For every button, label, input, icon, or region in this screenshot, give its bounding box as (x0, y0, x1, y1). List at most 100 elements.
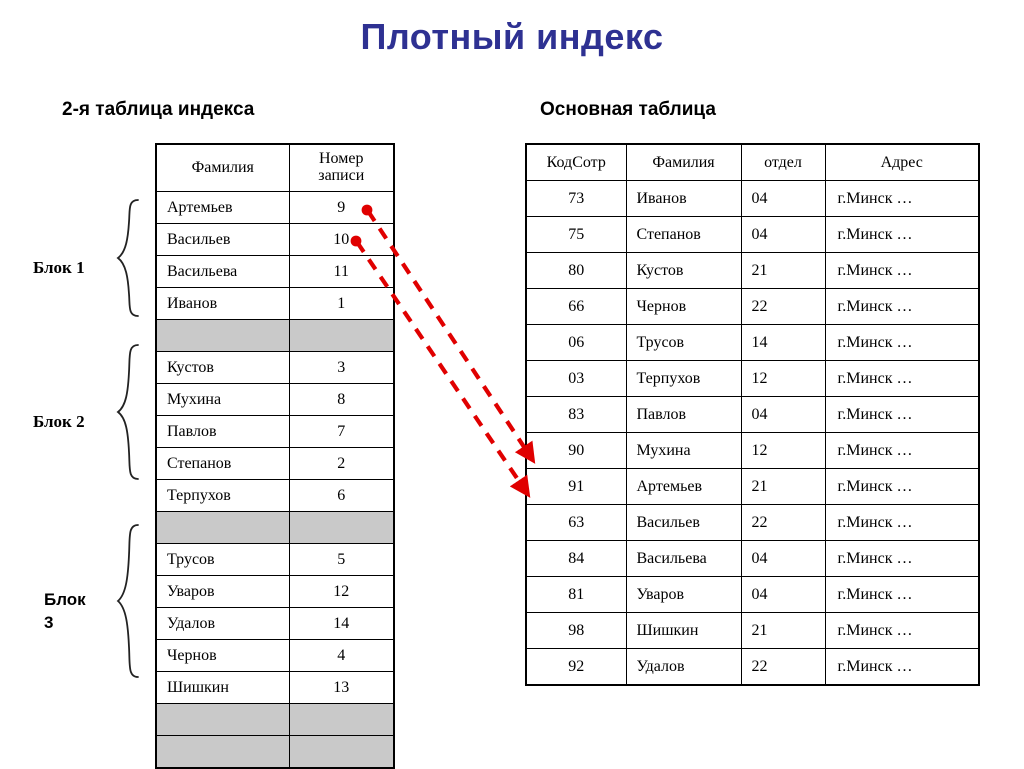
index-empty-cell (288, 319, 395, 352)
main-table-row: 91 Артемьев 21 г.Минск … (525, 468, 980, 505)
main-cell-dept: 04 (740, 180, 826, 217)
block-label-1: Блок 1 (33, 258, 85, 277)
main-cell-code: 73 (525, 180, 627, 217)
main-cell-name: Мухина (625, 432, 742, 469)
index-col-header-number: Номер записи (288, 143, 395, 192)
index-empty-cell (155, 511, 290, 544)
main-cell-dept: 12 (740, 360, 826, 397)
index-cell-name: Шишкин (155, 671, 290, 704)
main-cell-dept: 04 (740, 396, 826, 433)
index-cell-number: 2 (288, 447, 395, 480)
main-cell-address: г.Минск … (824, 252, 980, 289)
index-cell-name: Трусов (155, 543, 290, 576)
main-cell-name: Удалов (625, 648, 742, 686)
main-cell-dept: 22 (740, 288, 826, 325)
index-table-row: Мухина 8 (155, 383, 395, 416)
index-empty-cell (288, 703, 395, 736)
main-cell-code: 03 (525, 360, 627, 397)
index-cell-name: Кустов (155, 351, 290, 384)
main-cell-dept: 04 (740, 540, 826, 577)
index-col-header-name: Фамилия (155, 143, 290, 192)
index-table-row: Васильева 11 (155, 255, 395, 288)
main-cell-address: г.Минск … (824, 576, 980, 613)
block-brace-3 (116, 524, 139, 678)
main-cell-name: Иванов (625, 180, 742, 217)
index-cell-name: Артемьев (155, 191, 290, 224)
index-table-row: Кустов 3 (155, 351, 395, 384)
main-col-header-address: Адрес (824, 143, 980, 181)
main-cell-address: г.Минск … (824, 648, 980, 686)
main-cell-name: Артемьев (625, 468, 742, 505)
main-cell-name: Степанов (625, 216, 742, 253)
main-table-row: 81 Уваров 04 г.Минск … (525, 576, 980, 613)
main-cell-address: г.Минск … (824, 216, 980, 253)
main-table-row: 83 Павлов 04 г.Минск … (525, 396, 980, 433)
index-table-empty-row (155, 319, 395, 352)
main-cell-address: г.Минск … (824, 540, 980, 577)
main-cell-dept: 14 (740, 324, 826, 361)
main-cell-name: Трусов (625, 324, 742, 361)
index-cell-name: Васильева (155, 255, 290, 288)
main-cell-name: Павлов (625, 396, 742, 433)
main-table-header-row: КодСотр Фамилия отдел Адрес (525, 143, 980, 181)
index-cell-number: 13 (288, 671, 395, 704)
index-table-empty-row (155, 703, 395, 736)
index-table-empty-row (155, 735, 395, 769)
index-table-row: Уваров 12 (155, 575, 395, 608)
main-cell-dept: 04 (740, 576, 826, 613)
index-cell-number: 7 (288, 415, 395, 448)
index-table-empty-row (155, 511, 395, 544)
index-table-row: Артемьев 9 (155, 191, 395, 224)
main-table-row: 90 Мухина 12 г.Минск … (525, 432, 980, 469)
main-cell-address: г.Минск … (824, 288, 980, 325)
index-table-row: Степанов 2 (155, 447, 395, 480)
index-table-row: Терпухов 6 (155, 479, 395, 512)
main-cell-dept: 12 (740, 432, 826, 469)
main-cell-name: Шишкин (625, 612, 742, 649)
main-cell-code: 84 (525, 540, 627, 577)
index-cell-name: Степанов (155, 447, 290, 480)
main-cell-name: Терпухов (625, 360, 742, 397)
main-table-body: 73 Иванов 04 г.Минск … 75 Степанов 04 г.Минск …… (525, 180, 980, 686)
main-cell-code: 91 (525, 468, 627, 505)
main-cell-address: г.Минск … (824, 432, 980, 469)
index-cell-name: Удалов (155, 607, 290, 640)
index-table-row: Удалов 14 (155, 607, 395, 640)
index-col-header-number-line1: Номер (319, 150, 364, 168)
main-table-row: 03 Терпухов 12 г.Минск … (525, 360, 980, 397)
main-cell-code: 90 (525, 432, 627, 469)
index-table-row: Иванов 1 (155, 287, 395, 320)
index-table-heading: 2-я таблица индекса (62, 99, 255, 120)
index-cell-number: 6 (288, 479, 395, 512)
main-table-row: 98 Шишкин 21 г.Минск … (525, 612, 980, 649)
page-title: Плотный индекс (360, 16, 664, 57)
index-empty-cell (155, 735, 290, 769)
main-cell-name: Уваров (625, 576, 742, 613)
index-cell-number: 9 (288, 191, 395, 224)
block-label-3: Блок 3 (44, 590, 86, 632)
index-empty-cell (288, 735, 395, 769)
main-cell-code: 80 (525, 252, 627, 289)
main-table: КодСотр Фамилия отдел Адрес 73 Иванов 04 г.… (525, 143, 980, 686)
index-cell-number: 5 (288, 543, 395, 576)
index-cell-name: Чернов (155, 639, 290, 672)
main-table-row: 75 Степанов 04 г.Минск … (525, 216, 980, 253)
main-cell-address: г.Минск … (824, 180, 980, 217)
main-cell-address: г.Минск … (824, 324, 980, 361)
main-cell-code: 92 (525, 648, 627, 686)
index-cell-number: 3 (288, 351, 395, 384)
main-table-row: 66 Чернов 22 г.Минск … (525, 288, 980, 325)
index-cell-number: 4 (288, 639, 395, 672)
index-empty-cell (155, 319, 290, 352)
block-brace-1 (116, 199, 139, 317)
block-label-2: Блок 2 (33, 412, 85, 431)
index-table-row: Чернов 4 (155, 639, 395, 672)
block-brace-2 (116, 344, 139, 480)
index-table-header-row: Фамилия Номер записи (155, 143, 395, 192)
main-cell-dept: 21 (740, 468, 826, 505)
main-cell-name: Васильев (625, 504, 742, 541)
main-cell-address: г.Минск … (824, 612, 980, 649)
index-cell-number: 14 (288, 607, 395, 640)
index-col-header-number-line2: записи (318, 167, 365, 184)
index-cell-number: 8 (288, 383, 395, 416)
